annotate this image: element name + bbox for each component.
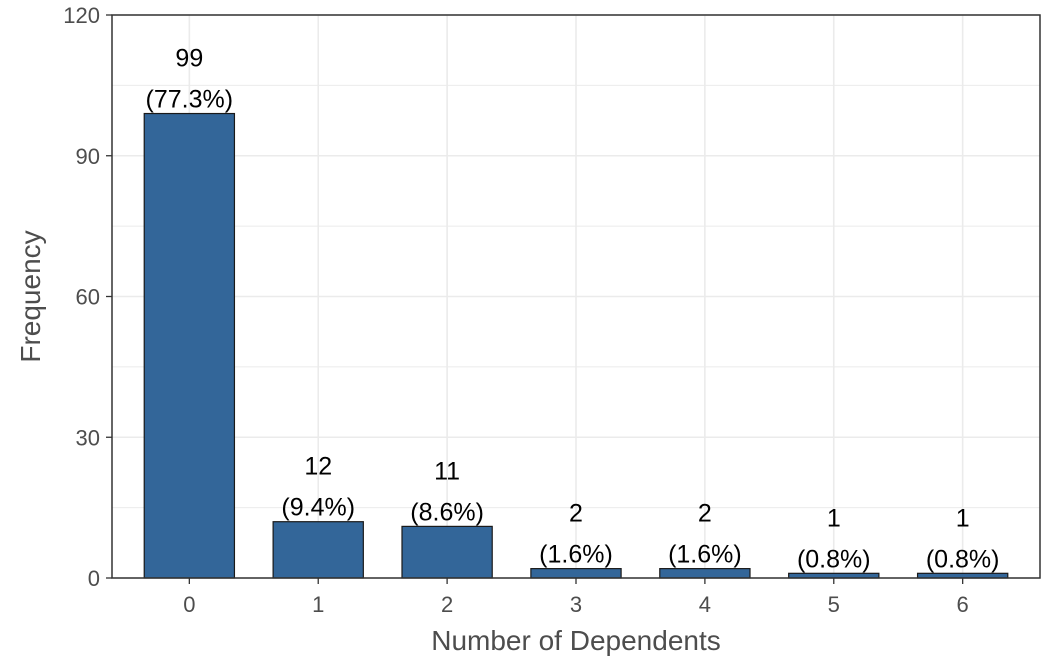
bar-3 xyxy=(530,568,622,579)
x-tick-label: 5 xyxy=(828,592,840,617)
y-axis: 0 30 60 90 120 xyxy=(63,3,112,591)
percent-label: (77.3%) xyxy=(146,86,234,114)
x-axis-title: Number of Dependents xyxy=(431,625,721,656)
y-tick-label: 0 xyxy=(88,566,100,591)
percent-label: (0.8%) xyxy=(926,545,1000,573)
x-tick-label: 2 xyxy=(441,592,453,617)
y-tick-label: 90 xyxy=(76,144,100,169)
percent-label: (0.8%) xyxy=(797,545,871,573)
count-label: 2 xyxy=(569,500,583,528)
x-tick-label: 1 xyxy=(312,592,324,617)
percent-label: (1.6%) xyxy=(668,541,742,569)
count-label: 11 xyxy=(434,457,460,485)
count-label: 2 xyxy=(698,500,712,528)
x-axis: 0 1 2 3 4 5 6 xyxy=(183,578,969,617)
percent-label: (1.6%) xyxy=(539,541,613,569)
y-tick-label: 30 xyxy=(76,425,100,450)
count-label: 1 xyxy=(956,504,970,532)
count-label: 12 xyxy=(304,453,332,481)
bar-2 xyxy=(401,525,493,579)
x-tick-label: 4 xyxy=(699,592,711,617)
percent-label: (8.6%) xyxy=(410,498,484,526)
bar-0 xyxy=(143,112,236,579)
count-label: 1 xyxy=(827,504,841,532)
count-label: 99 xyxy=(175,45,203,73)
x-tick-label: 0 xyxy=(183,592,195,617)
y-tick-label: 120 xyxy=(63,3,100,28)
bars xyxy=(143,112,1009,579)
x-tick-label: 3 xyxy=(570,592,582,617)
bar-4 xyxy=(659,568,751,579)
percent-label: (9.4%) xyxy=(281,494,355,522)
bar-1 xyxy=(272,521,364,579)
y-axis-title: Frequency xyxy=(15,230,46,362)
data-labels: (77.3%)99(9.4%)12(8.6%)11(1.6%)2(1.6%)2(… xyxy=(146,45,1000,574)
x-tick-label: 6 xyxy=(957,592,969,617)
y-tick-label: 60 xyxy=(76,285,100,310)
